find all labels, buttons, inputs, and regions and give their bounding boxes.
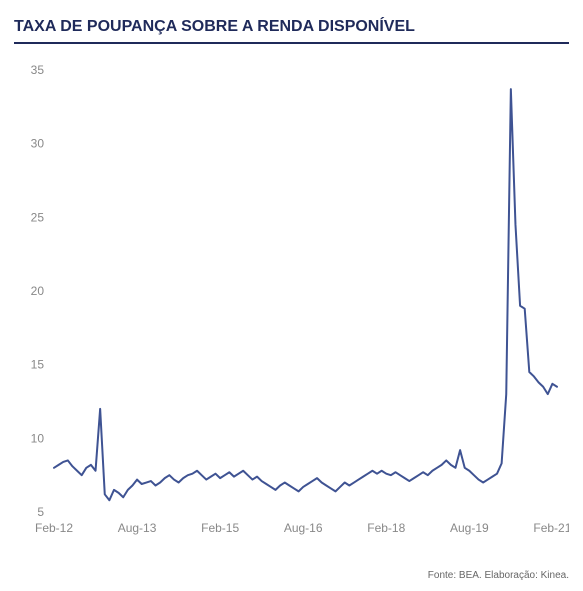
chart-title: TAXA DE POUPANÇA SOBRE A RENDA DISPONÍVE… bbox=[14, 18, 569, 44]
x-tick-label: Feb-15 bbox=[201, 521, 239, 535]
x-tick-label: Aug-13 bbox=[118, 521, 157, 535]
x-tick-label: Feb-18 bbox=[367, 521, 405, 535]
x-tick-label: Aug-19 bbox=[450, 521, 489, 535]
plot-area: 5 10 15 20 25 30 35 Feb-12 Aug-13 Feb-15 Aug-16 Feb… bbox=[14, 52, 569, 552]
y-tick-label: 20 bbox=[31, 284, 45, 298]
x-tick-label: Feb-21 bbox=[533, 521, 569, 535]
line-chart-svg: 5 10 15 20 25 30 35 Feb-12 Aug-13 Feb-15 Aug-16 Feb… bbox=[14, 52, 569, 552]
y-tick-label: 35 bbox=[31, 63, 45, 77]
series-line bbox=[54, 89, 557, 500]
x-tick-label: Aug-16 bbox=[284, 521, 323, 535]
chart-container: TAXA DE POUPANÇA SOBRE A RENDA DISPONÍVE… bbox=[0, 0, 583, 591]
x-tick-label: Feb-12 bbox=[35, 521, 73, 535]
y-tick-label: 30 bbox=[31, 137, 45, 151]
y-tick-label: 25 bbox=[31, 210, 45, 224]
y-tick-label: 10 bbox=[31, 431, 45, 445]
chart-caption: Fonte: BEA. Elaboração: Kinea. bbox=[428, 570, 569, 581]
y-tick-label: 15 bbox=[31, 358, 45, 372]
y-tick-label: 5 bbox=[37, 505, 44, 519]
